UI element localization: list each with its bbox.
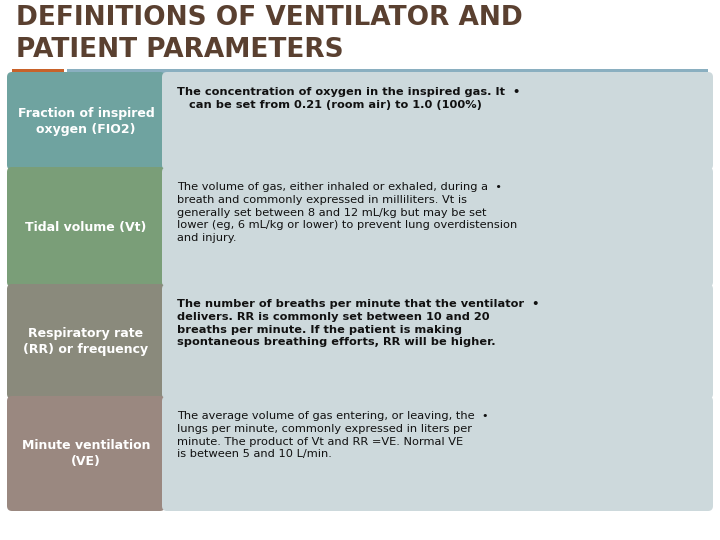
Text: Tidal volume (Vt): Tidal volume (Vt) — [25, 220, 147, 233]
Text: Minute ventilation
(VE): Minute ventilation (VE) — [22, 439, 150, 468]
FancyBboxPatch shape — [162, 72, 713, 170]
FancyBboxPatch shape — [7, 72, 165, 170]
Text: The concentration of oxygen in the inspired gas. It  •
   can be set from 0.21 (: The concentration of oxygen in the inspi… — [177, 87, 521, 110]
Bar — [67, 69, 708, 75]
Text: Respiratory rate
(RR) or frequency: Respiratory rate (RR) or frequency — [24, 327, 148, 356]
FancyBboxPatch shape — [162, 284, 713, 399]
FancyBboxPatch shape — [7, 396, 165, 511]
FancyBboxPatch shape — [7, 167, 165, 287]
Bar — [12, 69, 64, 75]
FancyBboxPatch shape — [7, 284, 165, 399]
Text: The average volume of gas entering, or leaving, the  •
lungs per minute, commonl: The average volume of gas entering, or l… — [177, 411, 489, 460]
Text: The number of breaths per minute that the ventilator  •
delivers. RR is commonly: The number of breaths per minute that th… — [177, 299, 539, 347]
Text: DEFINITIONS OF VENTILATOR AND: DEFINITIONS OF VENTILATOR AND — [16, 5, 523, 31]
FancyBboxPatch shape — [162, 396, 713, 511]
Text: The volume of gas, either inhaled or exhaled, during a  •
breath and commonly ex: The volume of gas, either inhaled or exh… — [177, 182, 517, 243]
FancyBboxPatch shape — [162, 167, 713, 287]
Text: PATIENT PARAMETERS: PATIENT PARAMETERS — [16, 37, 343, 63]
Text: Fraction of inspired
oxygen (FIO2): Fraction of inspired oxygen (FIO2) — [17, 106, 154, 136]
